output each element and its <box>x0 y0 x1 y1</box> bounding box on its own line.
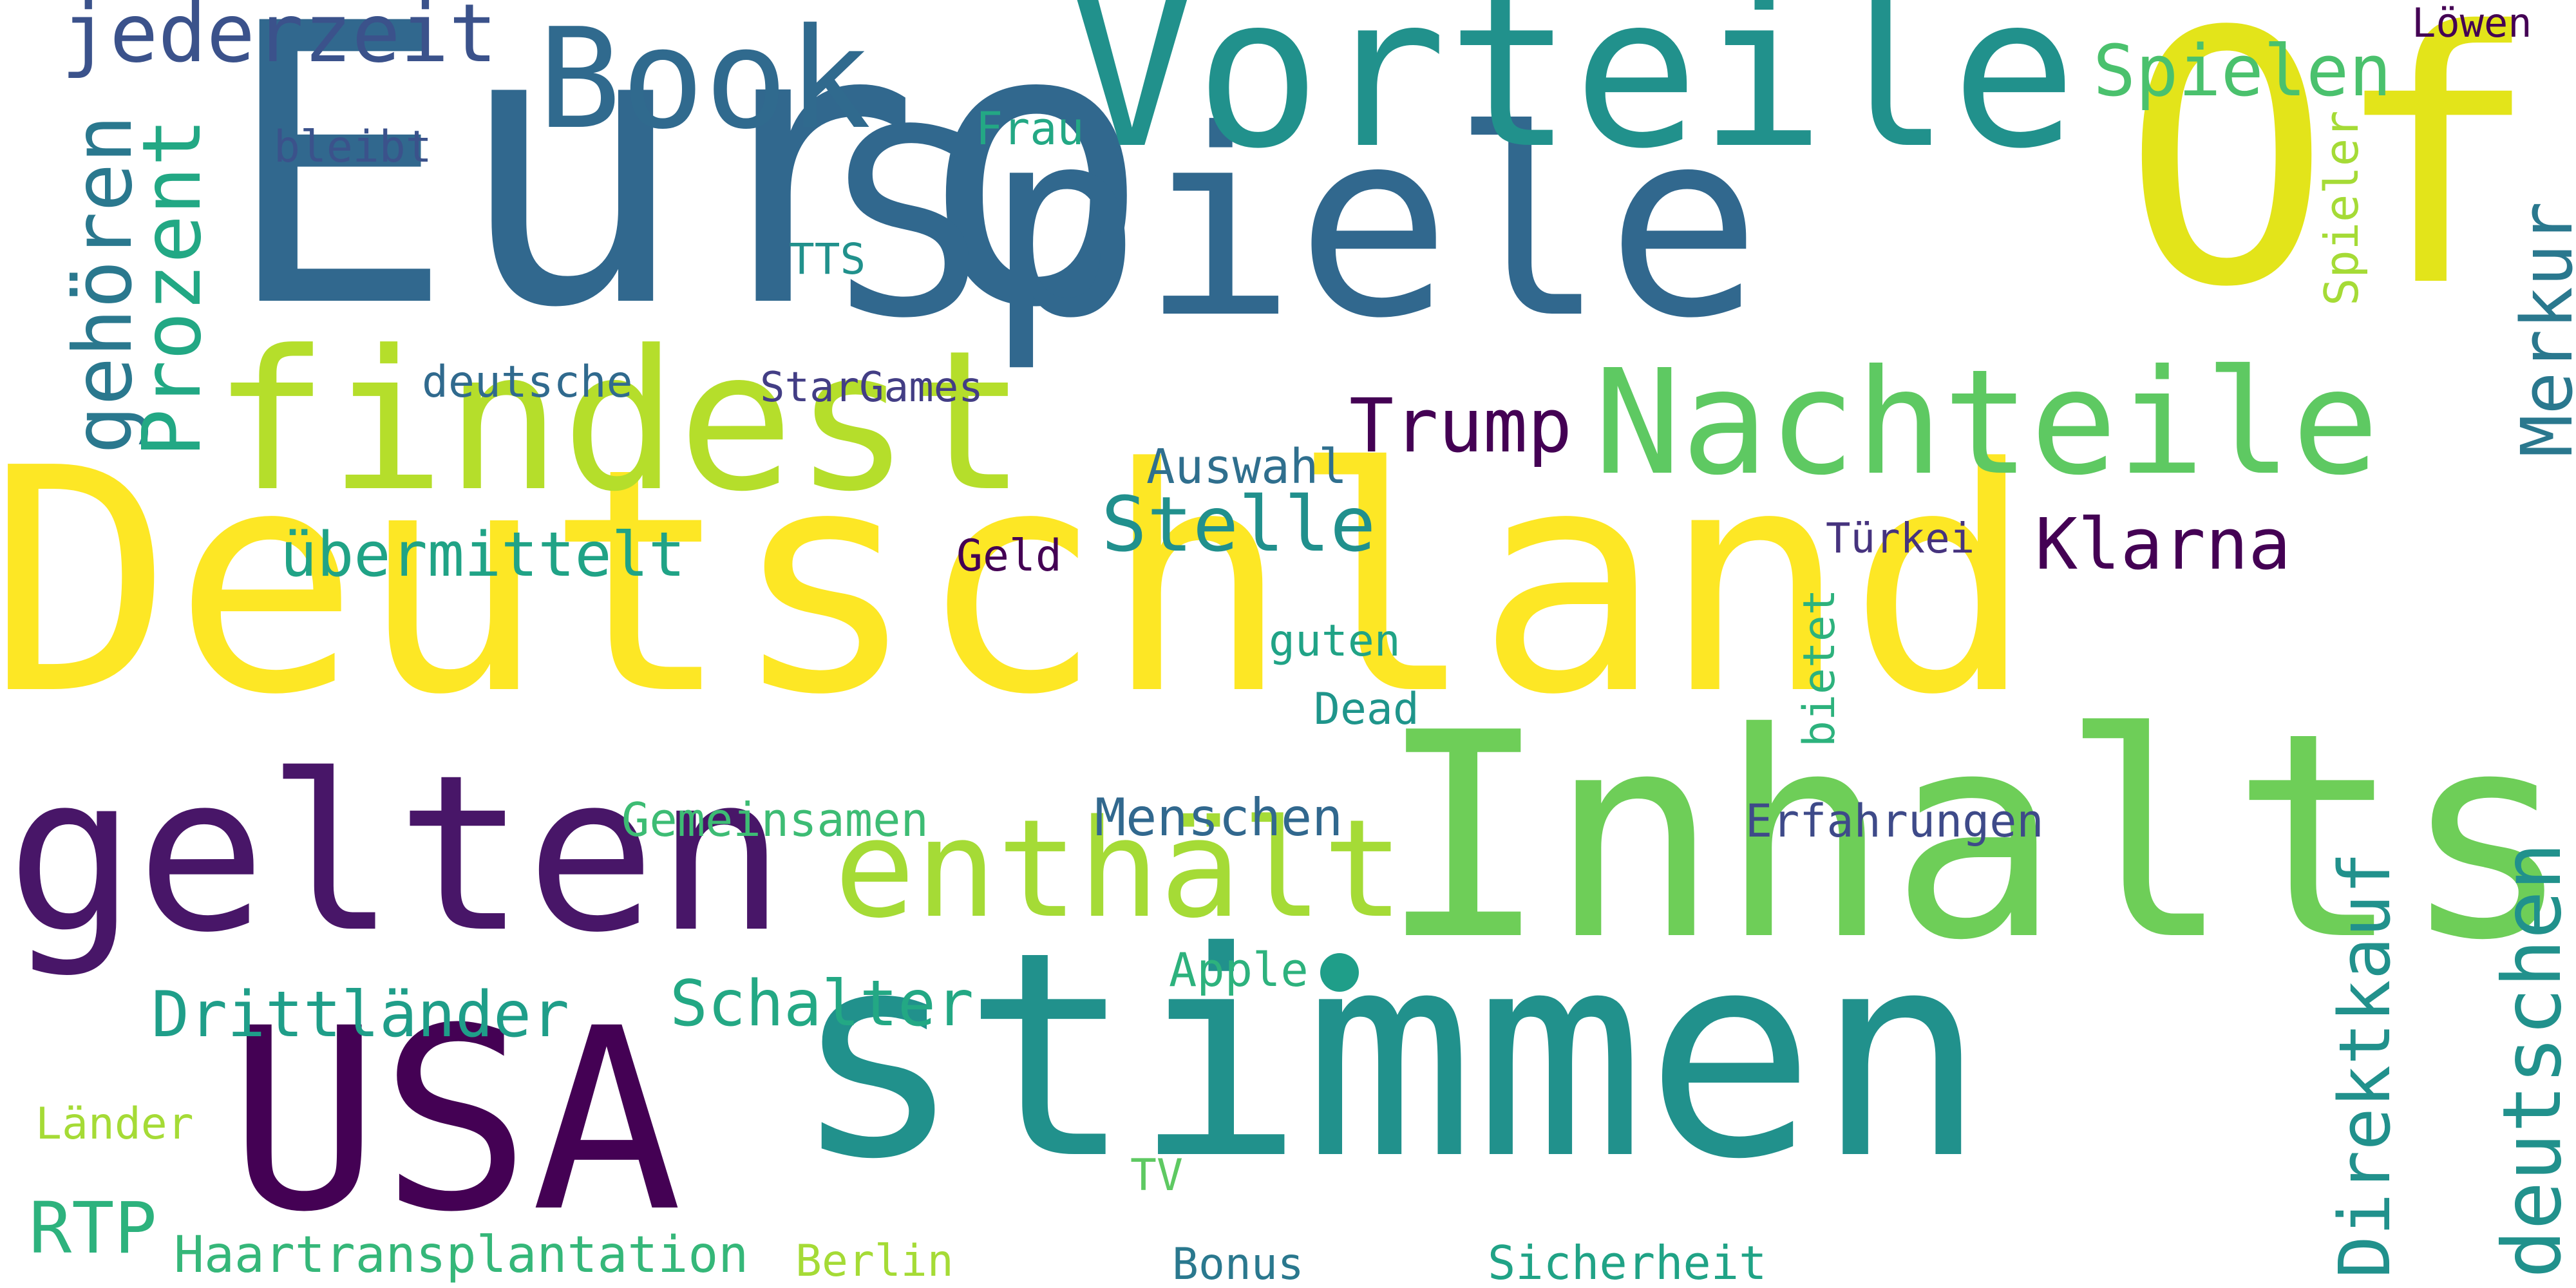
word-bietet: bietet <box>1794 589 1845 747</box>
word-bleibt: bleibt <box>274 122 432 173</box>
word-bonus: Bonus <box>1172 1239 1304 1288</box>
word-jederzeit: jederzeit <box>61 0 498 80</box>
word-usa: USA <box>229 974 683 1267</box>
word-tv: TV <box>1130 1150 1183 1201</box>
word-stelle: Stelle <box>1101 480 1376 569</box>
word-deutsche: deutsche <box>422 357 633 408</box>
word-geld: Geld <box>956 531 1062 582</box>
word-euro: Euro <box>222 0 1153 392</box>
word-lowen: Löwen <box>2412 0 2532 46</box>
word-dead: Dead <box>1314 684 1419 735</box>
word-schalter: Schalter <box>670 967 974 1041</box>
word-of: Of <box>2122 0 2541 363</box>
word-ubermittelt: übermittelt <box>280 520 686 591</box>
word-inhalts: Inhalts <box>1378 672 2573 1002</box>
word-rtp: RTP <box>29 1187 157 1269</box>
word-enthalt: enthält <box>834 790 1405 948</box>
word-gelten: gelten <box>6 729 786 980</box>
word-klarna: Klarna <box>2035 503 2291 585</box>
word-tts: TTS <box>789 234 866 284</box>
word-stargames: StarGames <box>760 364 983 412</box>
word-lander: Länder <box>35 1099 194 1150</box>
word-direktkauf: Direktkauf <box>2324 851 2406 1278</box>
word-apple: Apple <box>1169 943 1309 997</box>
word-gemeinsamen: Gemeinsamen <box>621 793 929 847</box>
word-frau: Frau <box>976 102 1084 155</box>
word-book: Book <box>538 0 871 160</box>
word-vorteile: Vorteile <box>1069 0 2078 194</box>
word-auswahl: Auswahl <box>1146 439 1347 495</box>
word-sicherheit: Sicherheit <box>1488 1236 1767 1288</box>
word-merkur: Merkur <box>2506 201 2576 457</box>
word-turkei: Türkei <box>1826 515 1975 563</box>
word-spieler: Spieler <box>2315 110 2369 306</box>
word-berlin: Berlin <box>795 1236 954 1287</box>
word-stimmen: stimmen <box>792 891 1987 1221</box>
word-deutschland: Deutschland <box>0 402 2034 762</box>
word-spielen: Spielen <box>2093 30 2392 112</box>
word-deutschen: deutschen <box>2486 842 2576 1278</box>
word-findest: findest <box>213 309 1027 534</box>
word-menschen: Menschen <box>1095 788 1343 848</box>
word-erfahrungen: Erfahrungen <box>1745 795 2044 848</box>
word-drittlander: Drittländer <box>151 978 570 1052</box>
word-guten: guten <box>1269 616 1401 667</box>
word-haartransplantation: Haartransplantation <box>174 1226 749 1284</box>
word-trump: Trump <box>1349 383 1573 469</box>
word-prozent: Prozent <box>126 118 219 457</box>
word-spiele: Spiele <box>831 75 1761 375</box>
dot-mark <box>1320 953 1359 992</box>
word-nachteile: Nachteile <box>1594 339 2380 507</box>
